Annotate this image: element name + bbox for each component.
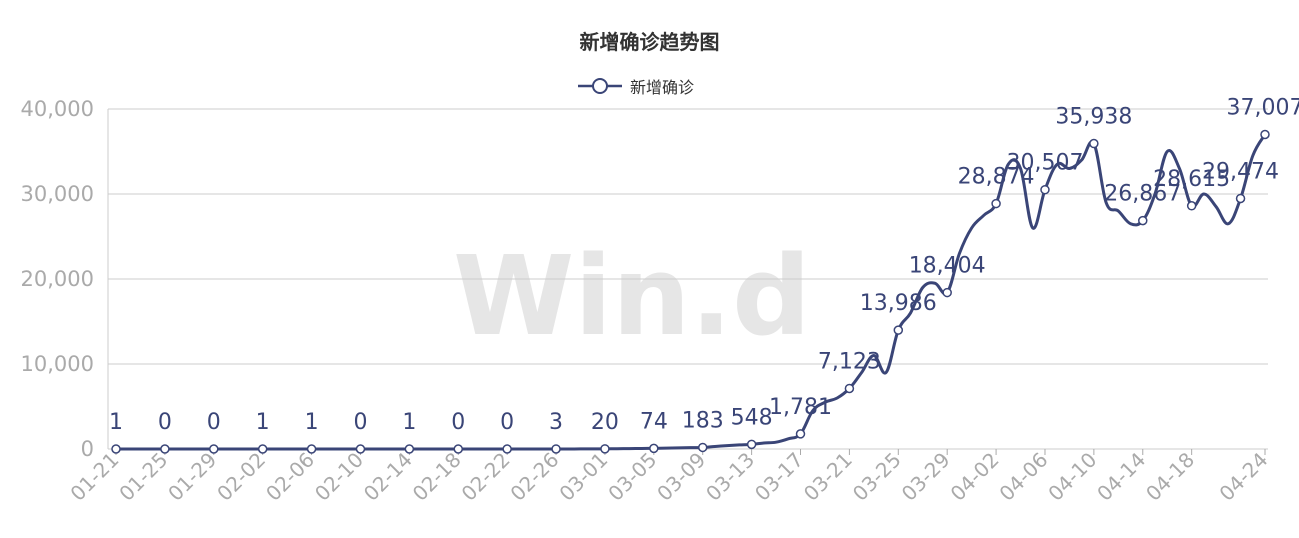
- data-label: 18,404: [909, 254, 986, 279]
- x-tick-label: 02-02: [212, 448, 270, 506]
- x-tick-label: 02-26: [506, 448, 564, 506]
- data-point: [257, 444, 268, 454]
- y-tick-label: 10,000: [21, 352, 94, 376]
- data-label: 1: [109, 410, 123, 435]
- data-label: 0: [158, 410, 172, 435]
- x-axis: 01-2101-2501-2902-0202-0602-1002-1402-18…: [65, 448, 1272, 506]
- data-label: 28,615: [1153, 167, 1230, 192]
- data-point: [746, 439, 757, 450]
- data-point: [795, 429, 806, 439]
- x-tick-label: 04-06: [994, 448, 1052, 506]
- y-tick-label: 20,000: [21, 267, 94, 291]
- x-tick-label: 01-29: [163, 448, 221, 506]
- data-point: [942, 287, 952, 298]
- data-label: 0: [353, 410, 367, 435]
- data-label: 548: [731, 405, 773, 430]
- data-point: [1260, 129, 1270, 140]
- data-label: 13,986: [860, 291, 937, 316]
- data-label: 74: [640, 409, 668, 434]
- data-label: 0: [500, 410, 514, 435]
- data-point: [404, 444, 415, 454]
- data-point: [306, 444, 317, 454]
- x-tick-label: 04-14: [1092, 448, 1150, 506]
- x-tick-label: 03-25: [848, 448, 906, 506]
- x-tick-label: 03-09: [652, 448, 710, 506]
- x-tick-label: 03-01: [554, 448, 612, 506]
- data-point: [355, 444, 366, 454]
- y-tick-label: 0: [81, 437, 94, 461]
- data-point: [1186, 201, 1197, 211]
- x-tick-label: 01-21: [65, 448, 123, 506]
- x-tick-label: 03-05: [603, 448, 661, 506]
- data-label: 0: [207, 410, 221, 435]
- data-point: [991, 198, 1001, 209]
- data-point: [844, 383, 855, 394]
- x-tick-label: 02-14: [359, 448, 417, 506]
- data-point: [453, 444, 464, 454]
- data-label: 1: [402, 410, 416, 435]
- data-point: [893, 325, 904, 335]
- y-tick-label: 30,000: [21, 182, 94, 206]
- data-label: 26,867: [1104, 182, 1181, 207]
- data-point: [551, 444, 561, 454]
- x-tick-label: 04-18: [1141, 448, 1199, 506]
- data-label: 20: [591, 410, 619, 435]
- legend-line-icon: [578, 78, 622, 94]
- x-tick-label: 02-10: [310, 448, 368, 506]
- x-tick-label: 03-17: [750, 448, 808, 506]
- data-point: [600, 444, 610, 454]
- x-tick-label: 04-10: [1043, 448, 1101, 506]
- data-label: 1,781: [769, 395, 832, 420]
- legend[interactable]: 新增确诊: [578, 74, 694, 98]
- x-tick-label: 01-25: [114, 448, 172, 506]
- x-tick-label: 04-02: [946, 448, 1004, 506]
- data-label: 7,123: [818, 349, 881, 374]
- watermark: Win.d: [453, 232, 811, 360]
- chart-title: 新增确诊趋势图: [579, 30, 720, 54]
- legend-label: 新增确诊: [630, 78, 695, 97]
- data-point: [502, 444, 512, 454]
- y-tick-label: 40,000: [21, 97, 94, 121]
- x-tick-label: 02-18: [408, 448, 466, 506]
- x-tick-label: 03-29: [897, 448, 955, 506]
- data-label: 29,474: [1202, 159, 1279, 184]
- data-label: 28,874: [958, 165, 1035, 190]
- y-axis: 0 10,000 20,000 30,000 40,000: [21, 97, 94, 461]
- x-tick-label: 02-22: [457, 448, 515, 506]
- data-label: 0: [451, 410, 465, 435]
- x-tick-label: 02-06: [261, 448, 319, 506]
- data-point: [1089, 138, 1099, 149]
- data-point: [111, 444, 121, 454]
- data-point: [1138, 215, 1148, 226]
- data-label: 1: [305, 410, 319, 435]
- data-label: 37,007: [1227, 96, 1299, 121]
- data-point: [1235, 193, 1246, 204]
- data-label: 35,938: [1055, 105, 1132, 130]
- data-point: [697, 442, 708, 453]
- data-label: 3: [549, 410, 563, 435]
- data-label: 1: [256, 410, 270, 435]
- data-point: [649, 443, 659, 454]
- data-label: 30,507: [1006, 151, 1083, 176]
- x-tick-label: 04-24: [1214, 448, 1272, 506]
- data-point: [1040, 184, 1050, 195]
- data-points: [111, 129, 1270, 454]
- x-tick-label: 03-13: [701, 448, 759, 506]
- grid-lines: [107, 108, 1268, 450]
- data-point: [209, 444, 219, 454]
- data-point: [160, 444, 170, 454]
- x-tick-label: 03-21: [799, 448, 857, 506]
- data-label: 183: [682, 408, 724, 433]
